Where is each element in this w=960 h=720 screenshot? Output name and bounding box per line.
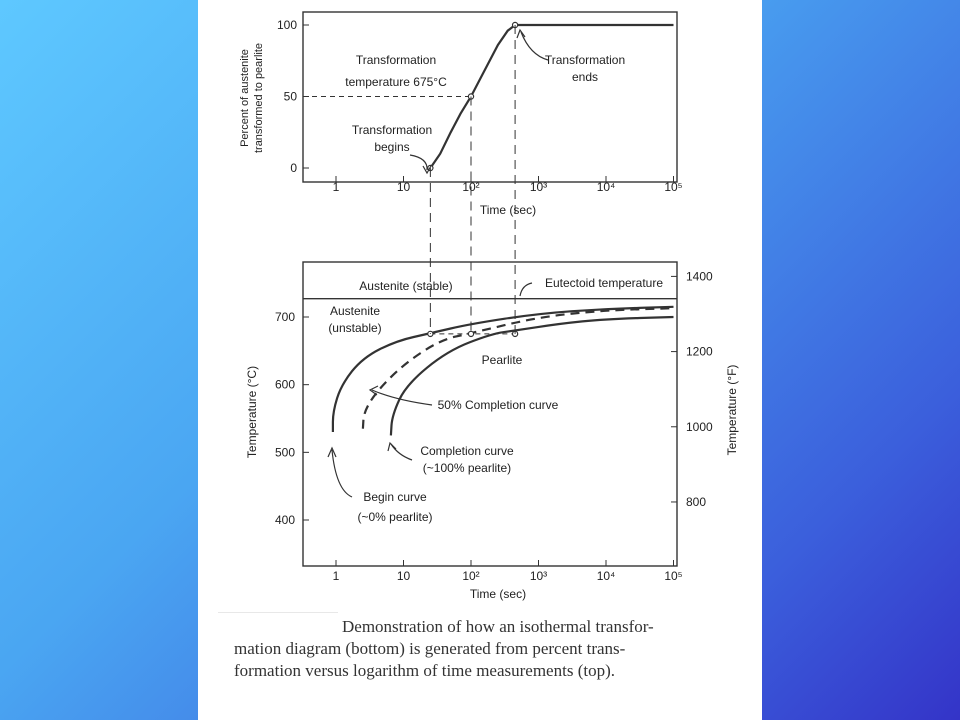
bottom-ytick-label: 400 (275, 513, 295, 527)
figure-caption: Demonstration of how an isothermal trans… (234, 616, 742, 682)
textbook-page (198, 0, 762, 720)
top-xtick-label: 10³ (530, 180, 547, 194)
bottom-ytick-right-label: 800 (686, 495, 706, 509)
label-50pct-curve: 50% Completion curve (438, 398, 559, 412)
top-annotation-ends-line1: Transformation (545, 53, 625, 67)
bottom-ylabel-right: Temperature (°F) (725, 365, 739, 456)
top-ends-arrow (520, 31, 549, 61)
top-ytick-label: 50 (284, 90, 298, 104)
region-austenite-unstable-line1: Austenite (330, 304, 380, 318)
top-ytick-label: 0 (290, 161, 297, 175)
bottom-xlabel: Time (sec) (470, 587, 526, 601)
label-completion-arrowhead (387, 441, 397, 452)
bottom-xtick-label: 10⁴ (597, 569, 616, 583)
bottom-ytick-label: 700 (275, 310, 295, 324)
bottom-ytick-right-label: 1200 (686, 345, 713, 359)
begin-curve (331, 305, 674, 432)
label-50pct-arrow (371, 389, 433, 406)
bottom-ylabel-left: Temperature (°C) (245, 366, 259, 458)
bottom-xtick-label: 10⁵ (664, 569, 682, 583)
top-ylabel-line2: transformed to pearlite (253, 43, 265, 153)
top-annotation-ends-line2: ends (572, 70, 598, 84)
bottom-xtick-label: 10² (462, 569, 479, 583)
isotherm-marker-point (467, 330, 475, 338)
label-begin-curve-sub: (~0% pearlite) (357, 510, 432, 524)
top-xtick-label: 1 (333, 180, 340, 194)
label-begin-arrow (331, 449, 353, 498)
completion-curve (389, 315, 674, 436)
bottom-ytick-label: 500 (275, 445, 295, 459)
eutectoid-arrow (519, 282, 533, 297)
top-xlabel: Time (sec) (480, 203, 536, 217)
top-ylabel-line1: Percent of austenite (239, 49, 251, 147)
bottom-chart-frame (302, 261, 678, 567)
top-ytick-label: 100 (277, 18, 297, 32)
top-annotation-begins-line1: Transformation (352, 123, 432, 137)
region-pearlite: Pearlite (482, 353, 523, 367)
caption-rule (218, 612, 338, 613)
bottom-xtick-label: 1 (333, 569, 340, 583)
bottom-ytick-right-label: 1400 (686, 269, 713, 283)
bottom-chart: 1 10 10² 10³ 10⁴ 10⁵ 400 500 600 700 800 1000 1200… (245, 261, 739, 601)
top-xtick-label: 10 (397, 180, 411, 194)
top-xtick-label: 10⁵ (664, 180, 682, 194)
caption-line-3: formation versus logarithm of time measu… (234, 661, 615, 680)
caption-line-1: Demonstration of how an isothermal trans… (342, 617, 654, 636)
label-begin-arrowhead (327, 446, 337, 458)
caption-line-2: mation diagram (bottom) is generated fro… (234, 639, 626, 658)
projection-lines (429, 25, 516, 334)
label-50pct-arrowhead (368, 385, 379, 396)
top-transformation-curve (429, 23, 674, 169)
bottom-xtick-label: 10³ (530, 569, 547, 583)
top-begins-arrowhead (422, 165, 432, 175)
label-begin-curve: Begin curve (363, 490, 427, 504)
label-completion-curve-sub: (~100% pearlite) (423, 461, 511, 475)
eutectoid-annotation: Eutectoid temperature (545, 276, 663, 290)
top-ends-arrowhead (516, 28, 526, 39)
region-austenite-stable: Austenite (stable) (359, 279, 452, 293)
top-xtick-label: 10⁴ (597, 180, 616, 194)
top-begins-arrow (409, 154, 428, 171)
top-annotation-temperature-line1: Transformation (356, 53, 436, 67)
top-annotation-begins-line2: begins (374, 140, 409, 154)
bottom-ytick-label: 600 (275, 378, 295, 392)
top-annotation-temperature-line2: temperature 675°C (345, 75, 447, 89)
bottom-ytick-right-label: 1000 (686, 420, 713, 434)
label-completion-curve: Completion curve (420, 444, 514, 458)
bottom-xtick-label: 10 (397, 569, 411, 583)
region-austenite-unstable-line2: (unstable) (328, 321, 381, 335)
